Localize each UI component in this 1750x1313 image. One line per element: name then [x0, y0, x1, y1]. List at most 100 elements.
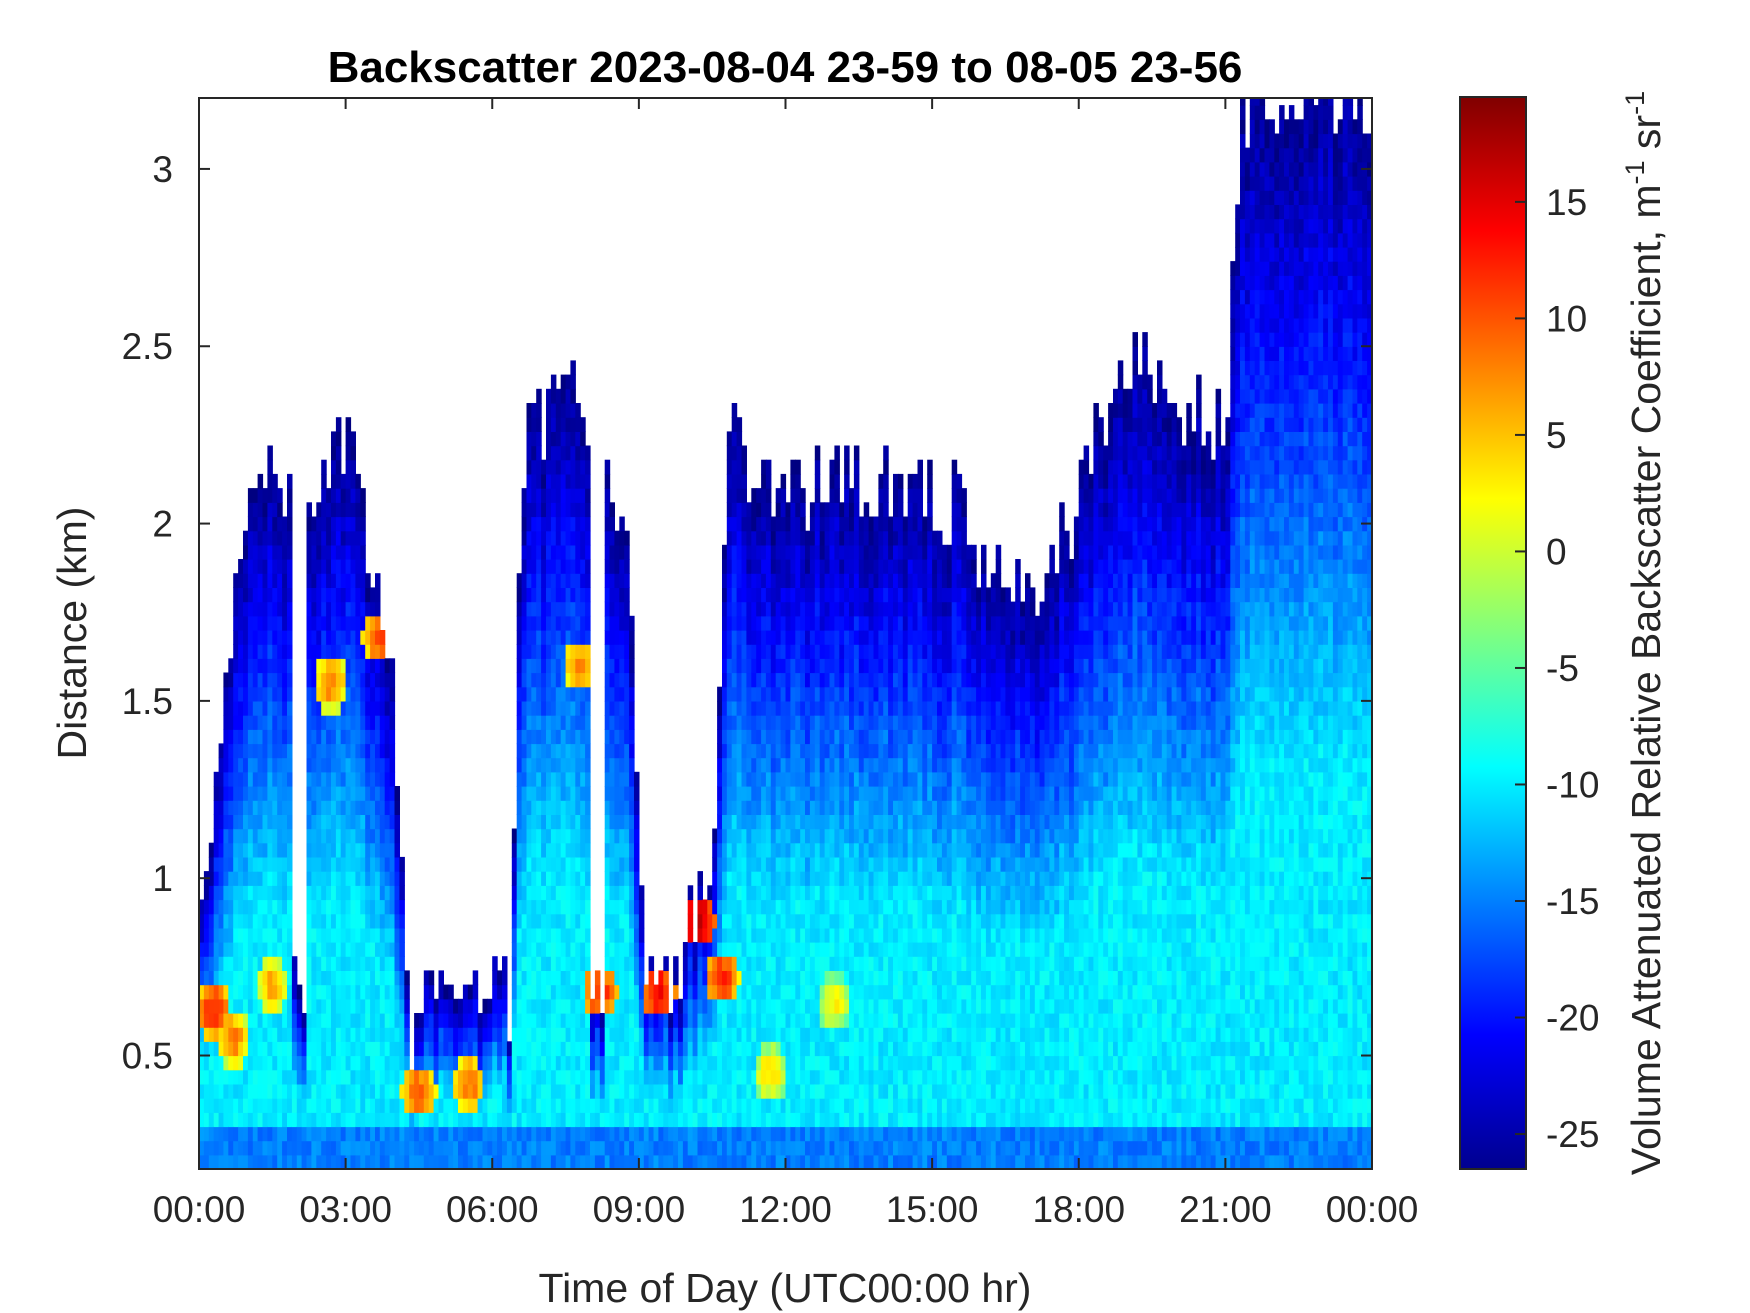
heatmap-cell [546, 672, 552, 688]
heatmap-cell [814, 743, 821, 759]
heatmap-cell [311, 885, 317, 901]
heatmap-cell [570, 913, 576, 929]
heatmap-cell [521, 885, 528, 901]
heatmap-cell [570, 388, 576, 404]
heatmap-cell [218, 871, 225, 886]
heatmap-cell [536, 800, 542, 815]
heatmap-cell [555, 587, 562, 603]
heatmap-cell [238, 828, 244, 844]
heatmap-cell [829, 743, 835, 759]
heatmap-cell [331, 630, 337, 645]
heatmap-cell [301, 1098, 308, 1113]
heatmap-cell [243, 956, 249, 971]
heatmap-cell [257, 559, 264, 574]
heatmap-cell [316, 1041, 322, 1057]
heatmap-cell [287, 502, 293, 518]
heatmap-cell [565, 587, 572, 603]
heatmap-cell [868, 644, 875, 659]
heatmap-cell [287, 899, 293, 915]
heatmap-cell [565, 956, 572, 971]
heatmap-cell [516, 658, 523, 674]
heatmap-cell [555, 1027, 562, 1042]
heatmap-cell [873, 814, 879, 830]
heatmap-cell [863, 686, 870, 702]
heatmap-cell [335, 417, 342, 432]
heatmap-cell [321, 601, 327, 617]
heatmap-cell [790, 757, 796, 773]
heatmap-cell [575, 1055, 581, 1071]
heatmap-cell [379, 1041, 386, 1057]
heatmap-cell [541, 899, 547, 915]
heatmap-cell [321, 715, 327, 730]
heatmap-cell [761, 488, 767, 503]
heatmap-cell [272, 715, 278, 730]
heatmap-cell [257, 672, 264, 688]
heatmap-cell [585, 786, 591, 801]
heatmap-cell [287, 1154, 293, 1169]
heatmap-cell [331, 544, 337, 560]
heatmap-cell [761, 715, 767, 730]
heatmap-cell [614, 715, 620, 730]
heatmap-cell [550, 1140, 557, 1156]
heatmap-cell [736, 530, 743, 546]
heatmap-cell [736, 658, 743, 674]
heatmap-cell [687, 885, 694, 901]
heatmap-cell [619, 927, 625, 943]
heatmap-cell [805, 1126, 811, 1142]
heatmap-cell [316, 998, 322, 1014]
heatmap-cell [790, 672, 796, 688]
heatmap-cell [717, 1027, 723, 1042]
heatmap-cell [824, 615, 831, 631]
heatmap-cell [247, 743, 254, 759]
heatmap-cell [516, 1055, 523, 1071]
heatmap-cell [604, 516, 611, 532]
heatmap-cell [868, 544, 875, 560]
heatmap-cell [355, 743, 361, 759]
heatmap-cell [814, 885, 821, 901]
heatmap-cell [482, 1098, 488, 1113]
heatmap-cell [629, 956, 635, 971]
heatmap-cell [800, 771, 806, 787]
heatmap-cell [233, 786, 239, 801]
heatmap-cell [658, 1069, 664, 1085]
heatmap-cell [311, 1027, 317, 1042]
heatmap-cell [340, 488, 347, 503]
heatmap-cell [819, 942, 826, 957]
heatmap-cell [868, 856, 875, 872]
heatmap-cell [697, 1126, 703, 1142]
heatmap-cell [238, 984, 244, 1000]
heatmap-cell [345, 729, 352, 745]
heatmap-cell [252, 587, 259, 603]
heatmap-cell [287, 530, 293, 546]
heatmap-cell [849, 800, 855, 815]
heatmap-cell [272, 488, 278, 503]
heatmap-cell [521, 828, 528, 844]
heatmap-cell [306, 871, 312, 886]
heatmap-cell [878, 786, 884, 801]
heatmap-cell [247, 559, 254, 574]
heatmap-cell [844, 1098, 850, 1113]
heatmap-cell [863, 544, 870, 560]
heatmap-cell [428, 1112, 435, 1128]
heatmap-cell [375, 856, 381, 872]
heatmap-cell [868, 1013, 875, 1028]
heatmap-cell [712, 1027, 718, 1042]
heatmap-cell [785, 573, 791, 588]
heatmap-cell [546, 757, 552, 773]
heatmap-cell [428, 984, 435, 1000]
heatmap-cell [624, 1027, 630, 1042]
heatmap-cell [370, 871, 376, 886]
heatmap-cell [541, 1069, 547, 1085]
heatmap-cell [795, 630, 801, 645]
heatmap-cell [839, 856, 845, 872]
heatmap-cell [868, 615, 875, 631]
heatmap-cell [570, 1013, 576, 1028]
heatmap-cell [257, 956, 264, 971]
heatmap-cell [502, 1055, 508, 1071]
heatmap-cell [624, 743, 630, 759]
heatmap-cell [853, 828, 860, 844]
heatmap-cell [829, 615, 835, 631]
heatmap-cell [858, 871, 865, 886]
heatmap-cell [839, 913, 845, 929]
heatmap-cell [565, 913, 572, 929]
